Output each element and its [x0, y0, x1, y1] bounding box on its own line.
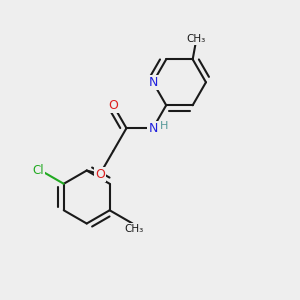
Text: N: N [148, 122, 158, 135]
Text: N: N [148, 76, 158, 89]
Text: H: H [160, 121, 168, 131]
Text: CH₃: CH₃ [124, 224, 144, 234]
Text: Cl: Cl [32, 164, 44, 177]
Text: CH₃: CH₃ [186, 34, 205, 44]
Text: O: O [95, 168, 105, 181]
Text: O: O [108, 99, 118, 112]
